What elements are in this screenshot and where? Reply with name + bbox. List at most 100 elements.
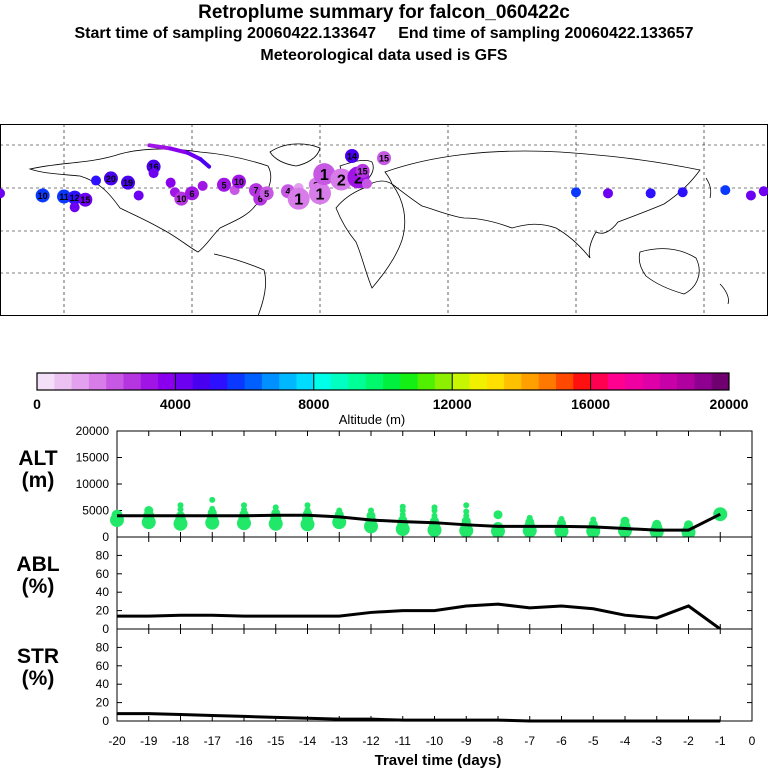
- y-tick-label: 40: [96, 677, 110, 691]
- plume-cluster-circle: [745, 190, 756, 201]
- plume-cluster: 5: [217, 177, 231, 192]
- x-tick-label: -8: [493, 734, 504, 748]
- plume-cluster-circle: [35, 188, 50, 203]
- altitude-point: [304, 502, 311, 509]
- altitude-point: [431, 504, 438, 511]
- y-tick-label: 40: [96, 585, 110, 599]
- y-tick-label: 80: [96, 548, 110, 562]
- color-scale-swatch: [694, 373, 713, 390]
- map-trajectory-path: [147, 143, 212, 169]
- color-scale-swatch: [88, 373, 107, 390]
- color-scale-swatch: [573, 373, 591, 390]
- x-tick-label: -7: [524, 734, 535, 748]
- plume-cluster-label: 5: [264, 189, 269, 199]
- plume-cluster-label: 14: [347, 152, 357, 162]
- altitude-point: [431, 512, 438, 519]
- color-scale-tick-label: 0: [33, 396, 41, 412]
- altitude-point: [144, 506, 154, 515]
- plume-cluster-circle: [185, 186, 199, 201]
- plume-cluster-circle: [361, 178, 372, 189]
- plume-cluster-circle: [91, 175, 101, 186]
- altitude-point: [526, 514, 533, 521]
- y-tick-label: 10000: [76, 477, 110, 491]
- plume-cluster-circle: [57, 189, 71, 204]
- plume-cluster: [361, 178, 372, 189]
- color-scale-tick-label: 12000: [433, 396, 472, 412]
- color-scale-swatch: [417, 373, 436, 390]
- x-tick-label: -13: [331, 734, 349, 748]
- color-scale-swatch: [452, 373, 470, 390]
- plume-cluster: 10: [35, 188, 50, 203]
- color-scale-swatch: [711, 373, 730, 390]
- abl-panel: 0 20 40 60 80 ABL (%): [16, 536, 753, 636]
- plume-cluster: 15: [355, 163, 370, 178]
- trajectory-segment: [147, 143, 173, 151]
- x-tick-label: -9: [461, 734, 472, 748]
- x-tick-label: -16: [235, 734, 253, 748]
- plume-cluster: 12: [67, 190, 82, 205]
- x-tick-label: -1: [715, 734, 726, 748]
- x-tick-label: -19: [140, 734, 158, 748]
- altitude-point: [590, 516, 597, 523]
- color-scale-swatch: [625, 373, 643, 390]
- plume-cluster-label: 10: [176, 194, 186, 204]
- plume-cluster-label: 12: [70, 193, 80, 203]
- panel-ylabel: STR (%): [17, 645, 59, 690]
- plume-cluster-circle: [758, 186, 768, 197]
- plume-cluster-label: 10: [38, 191, 48, 201]
- plume-cluster: [69, 202, 80, 213]
- time-series-panels: 0 5000 10000 15000 20000 ALT (m) 0 20 40 60 80 ABL(…: [16, 425, 755, 768]
- plume-cluster-circle: [259, 186, 274, 201]
- altitude-point: [366, 511, 376, 521]
- retroplume-map: 101112152019161065107654131122151415: [0, 124, 768, 316]
- x-tick-label: -2: [683, 734, 694, 748]
- color-scale-swatch: [590, 373, 609, 390]
- plume-cluster-circle: [309, 182, 331, 205]
- plume-cluster-circle: [231, 174, 246, 189]
- color-scale-swatch: [123, 373, 142, 390]
- panel-ylabel: ABL (%): [16, 553, 59, 598]
- plume-cluster-circle: [103, 171, 118, 186]
- x-tick-label: -5: [588, 734, 599, 748]
- plume-cluster: [0, 188, 5, 199]
- color-scale-swatch: [348, 373, 367, 390]
- plume-cluster: [165, 177, 176, 188]
- map-coastlines: [28, 143, 729, 316]
- altitude-point: [304, 506, 311, 513]
- plume-cluster: 1: [309, 182, 331, 205]
- plume-cluster-label: 20: [106, 174, 116, 184]
- altitude-point: [209, 505, 216, 512]
- plume-cluster-circle: [67, 190, 82, 205]
- x-tick-label: -12: [362, 734, 380, 748]
- x-tick-label: -15: [267, 734, 285, 748]
- mean-altitude-line: [117, 512, 721, 532]
- plume-cluster: 11: [57, 189, 71, 204]
- plume-cluster: 15: [78, 192, 93, 207]
- color-scale-swatch: [659, 373, 678, 390]
- y-tick-label: 60: [96, 659, 110, 673]
- plume-cluster: 19: [121, 175, 135, 190]
- plume-cluster: [720, 185, 731, 196]
- y-tick-label: 20000: [76, 425, 110, 438]
- plume-cluster: [677, 187, 688, 198]
- plume-cluster-circle: [0, 188, 5, 199]
- x-tick-label: -4: [620, 734, 631, 748]
- x-tick-label: -20: [108, 734, 126, 748]
- travel-time-axis: -20 -19 -18 -17 -16 -15 -14 -13 -12 -11 -10 -9 -8 -7-…: [108, 734, 755, 748]
- color-scale-tick-label: 4000: [160, 396, 191, 412]
- y-tick-label: 0: [102, 714, 109, 728]
- y-tick-label: 20: [96, 696, 110, 710]
- plume-cluster: [603, 188, 613, 199]
- y-tick-label: 5000: [82, 504, 109, 518]
- color-scale-swatch: [469, 373, 488, 390]
- altitude-color-scale: 0 4000 8000 12000 16000 20000 Altitude (m): [33, 372, 749, 427]
- color-scale-swatch: [383, 373, 401, 390]
- altitude-point: [336, 507, 343, 514]
- altitude-point: [272, 504, 279, 511]
- str-panel: 0 20 40 60 80 STR (%): [17, 628, 753, 728]
- plume-cluster: [197, 180, 208, 191]
- color-scale-bar: [36, 372, 730, 391]
- color-scale-swatch: [37, 373, 55, 390]
- plume-cluster-label: 2: [337, 172, 346, 189]
- plume-cluster-circle: [377, 151, 391, 166]
